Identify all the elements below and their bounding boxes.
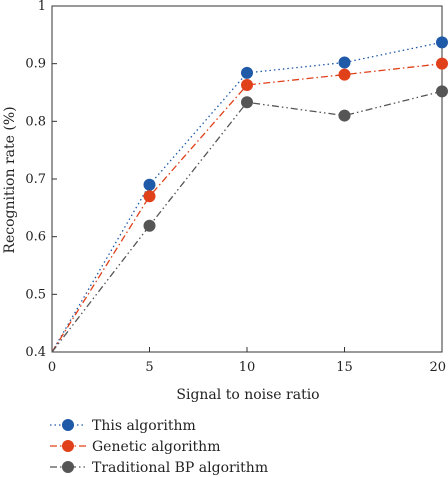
- y-tick-label: 1: [38, 0, 46, 14]
- data-point: [143, 219, 156, 232]
- legend-swatch-marker: [62, 419, 74, 431]
- y-axis-label: Recognition rate (%): [2, 106, 18, 253]
- series-2: [51, 85, 448, 353]
- x-tick-label: 0: [48, 360, 56, 375]
- x-axis-label: Signal to noise ratio: [176, 387, 319, 403]
- legend-swatch-marker: [62, 461, 74, 473]
- plot-area: [51, 5, 443, 353]
- data-point: [338, 109, 351, 122]
- data-point: [241, 79, 253, 92]
- data-point: [143, 178, 156, 191]
- y-tick-label: 0.9: [25, 57, 46, 72]
- y-tick-label: 0.5: [25, 287, 46, 302]
- y-tick-label: 0.6: [25, 230, 46, 245]
- data-point: [338, 56, 351, 69]
- series-line: [51, 63, 443, 353]
- x-tick-label: 10: [239, 360, 256, 375]
- data-point: [436, 85, 448, 98]
- legend-label: This algorithm: [92, 418, 196, 434]
- legend-item: Traditional BP algorithm: [50, 460, 268, 476]
- data-point: [143, 190, 156, 203]
- plot-frame: [51, 5, 443, 353]
- legend-item: This algorithm: [50, 418, 196, 434]
- series-layer: [51, 36, 448, 353]
- series-line: [51, 41, 443, 353]
- x-tick-label: 15: [336, 360, 353, 375]
- y-tick-label: 0.4: [25, 345, 46, 360]
- data-point: [338, 68, 351, 81]
- y-axis: 0.4 0.5 0.6 0.7 0.8 0.9 1: [25, 0, 57, 360]
- legend-label: Genetic algorithm: [92, 439, 220, 455]
- y-tick-label: 0.7: [25, 172, 46, 187]
- data-point: [436, 36, 448, 49]
- data-point: [436, 57, 448, 70]
- x-axis: 0 5 10 15 20: [48, 347, 446, 375]
- y-tick-label: 0.8: [25, 114, 46, 129]
- series-0: [51, 36, 448, 353]
- data-point: [241, 66, 253, 79]
- series-1: [51, 57, 448, 353]
- x-tick-label: 20: [429, 360, 446, 375]
- legend: This algorithm Genetic algorithm Tradition…: [50, 418, 268, 476]
- data-point: [241, 96, 253, 109]
- legend-swatch-marker: [62, 440, 74, 452]
- legend-label: Traditional BP algorithm: [92, 460, 268, 476]
- x-tick-label: 5: [145, 360, 153, 375]
- series-line: [51, 90, 443, 353]
- legend-item: Genetic algorithm: [50, 439, 220, 455]
